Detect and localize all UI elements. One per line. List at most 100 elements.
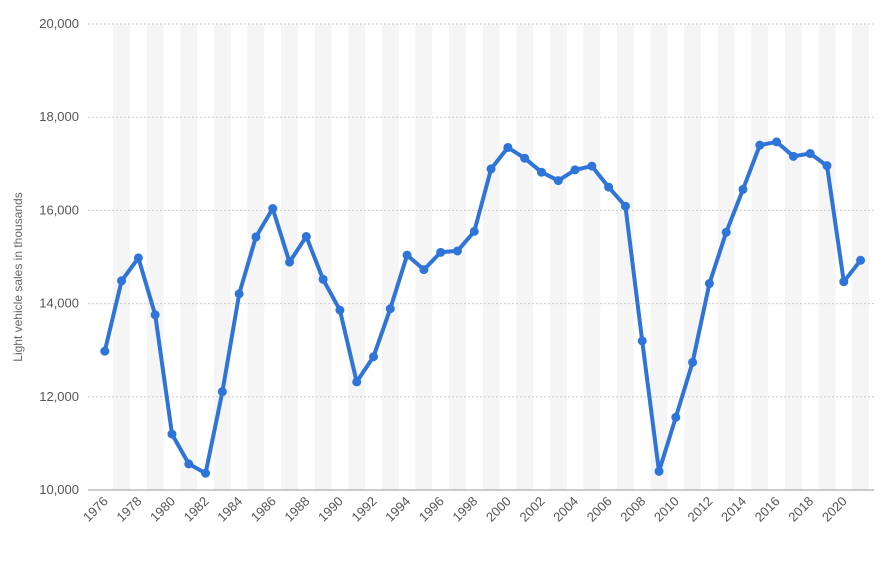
year-band (516, 24, 534, 490)
x-tick-label: 1988 (281, 494, 312, 525)
year-band (482, 24, 500, 490)
data-point (805, 149, 815, 159)
data-point (503, 142, 513, 152)
data-point (268, 204, 278, 214)
year-band (146, 24, 164, 490)
x-tick-label: 1992 (349, 494, 380, 525)
data-point (587, 161, 597, 171)
year-band (381, 24, 399, 490)
data-point (839, 277, 849, 287)
data-point (620, 201, 630, 211)
year-band (348, 24, 366, 490)
x-tick-label: 2000 (483, 494, 514, 525)
data-point (469, 226, 479, 236)
x-tick-label: 1978 (113, 494, 144, 525)
data-point (369, 352, 379, 362)
data-point (117, 276, 127, 286)
year-band (650, 24, 668, 490)
y-axis-label: Light vehicle sales in thousands (11, 192, 25, 361)
x-tick-label: 2020 (819, 494, 850, 525)
data-point (150, 310, 160, 320)
data-point (184, 459, 194, 469)
y-axis-ticks: 10,000 12,000 14,000 16,000 18,000 20,000 (39, 16, 79, 497)
x-tick-label: 2008 (617, 494, 648, 525)
x-tick-label: 1980 (147, 494, 178, 525)
data-point (234, 289, 244, 299)
data-point (402, 250, 412, 260)
x-tick-label: 2012 (684, 494, 715, 525)
year-bands (113, 24, 869, 490)
y-tick-label: 18,000 (39, 109, 79, 124)
year-band (113, 24, 130, 490)
data-point (335, 305, 345, 315)
x-tick-label: 1990 (315, 494, 346, 525)
x-axis-ticks: 1976 1978 1980 1982 1984 1986 1988 1990 1992 1994… (80, 494, 850, 525)
year-band (751, 24, 769, 490)
x-tick-label: 2006 (584, 494, 615, 525)
year-band (818, 24, 836, 490)
data-point (167, 429, 177, 439)
data-point (671, 412, 681, 422)
x-tick-label: 2018 (785, 494, 816, 525)
x-tick-label: 2016 (752, 494, 783, 525)
x-tick-label: 1998 (449, 494, 480, 525)
series-line (102, 139, 863, 476)
year-band (415, 24, 433, 490)
data-point (133, 253, 143, 263)
x-tick-label: 1984 (214, 494, 245, 525)
data-point (352, 377, 362, 387)
data-point (251, 232, 261, 242)
data-point (704, 279, 714, 289)
data-point (217, 387, 227, 397)
year-band (717, 24, 735, 490)
x-tick-label: 1982 (181, 494, 212, 525)
x-tick-label: 2014 (718, 494, 749, 525)
x-tick-label: 1976 (80, 494, 111, 525)
year-band (314, 24, 332, 490)
data-point (637, 336, 647, 346)
y-tick-label: 16,000 (39, 202, 79, 217)
data-point (301, 231, 311, 241)
data-point (486, 164, 496, 174)
data-point (688, 357, 698, 367)
year-band (583, 24, 601, 490)
data-point (654, 466, 664, 476)
y-tick-label: 20,000 (39, 16, 79, 31)
year-band (617, 24, 634, 490)
data-point (419, 265, 429, 275)
y-tick-label: 14,000 (39, 296, 79, 311)
data-point (436, 247, 446, 257)
year-band (784, 24, 802, 490)
data-point (536, 167, 546, 177)
data-point (553, 176, 563, 186)
x-tick-label: 1986 (248, 494, 279, 525)
x-tick-label: 2010 (651, 494, 682, 525)
year-band (180, 24, 198, 490)
y-tick-label: 10,000 (39, 482, 79, 497)
data-point (201, 468, 211, 478)
year-band (549, 24, 567, 490)
year-band (449, 24, 466, 490)
x-tick-label: 1996 (416, 494, 447, 525)
y-tick-label: 12,000 (39, 389, 79, 404)
x-tick-label: 2004 (550, 494, 581, 525)
data-point (285, 257, 295, 267)
data-point (570, 165, 580, 175)
x-tick-label: 2002 (517, 494, 548, 525)
data-point (385, 304, 395, 314)
data-point (738, 184, 748, 194)
data-point (100, 346, 110, 356)
data-point (755, 140, 765, 150)
data-point (721, 227, 731, 237)
data-point (604, 182, 614, 192)
year-band (684, 24, 702, 490)
data-point (856, 255, 866, 265)
series-sales (100, 137, 866, 478)
data-point (520, 153, 530, 163)
data-point (788, 151, 798, 161)
data-point (452, 246, 462, 256)
year-band (247, 24, 265, 490)
data-point (822, 161, 832, 171)
